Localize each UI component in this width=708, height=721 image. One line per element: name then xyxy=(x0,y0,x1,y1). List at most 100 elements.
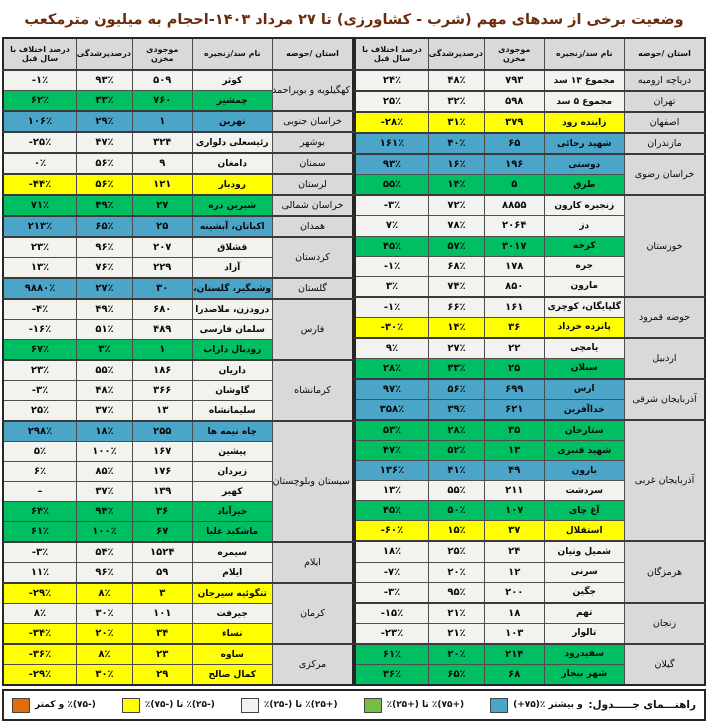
diff-percent-cell: -۳۰٪ xyxy=(354,316,429,339)
volume-cell: ۲۹ xyxy=(132,664,193,686)
volume-cell: ۱۳ xyxy=(484,440,545,462)
fill-percent-cell: ۳۷٪ xyxy=(76,400,133,422)
dam-row: کرخه ۳۰۱۷ ۵۷٪ ۴۵٪ xyxy=(354,235,705,257)
legend-swatch-icon xyxy=(490,697,509,713)
province-cell: دریاچه ارومیه xyxy=(624,68,706,92)
diff-percent-cell: -۳٪ xyxy=(2,380,77,401)
volume-cell: ۶۲۱ xyxy=(484,399,545,421)
fill-percent-cell: ۷۴٪ xyxy=(428,275,485,298)
dam-name-cell: مارون xyxy=(543,275,625,298)
fill-percent-cell: ۲۹٪ xyxy=(76,110,133,133)
diff-percent-cell: ۲۳٪ xyxy=(2,236,77,258)
volume-cell: ۱۰۳ xyxy=(484,622,545,645)
volume-cell: ۳۴ xyxy=(132,623,193,645)
volume-cell: ۳۷۹ xyxy=(484,111,545,134)
dam-name-cell: گاوشان xyxy=(191,380,273,401)
fill-percent-cell: ۹۴٪ xyxy=(76,501,133,522)
province-cell: حوضه قمرود xyxy=(624,295,706,339)
dam-name-cell: مجموع ۵ سد xyxy=(543,90,625,113)
legend-swatch-icon xyxy=(121,697,140,713)
volume-cell: ۴۹ xyxy=(484,460,545,482)
volume-cell: ۵ xyxy=(484,174,545,196)
dam-row: سیستان وبلوچستان چاه نیمه ها ۲۵۵ ۱۸٪ ۲۹۸٪ xyxy=(2,420,354,543)
dam-name-cell: جره xyxy=(543,255,625,277)
diff-percent-cell: -۱٪ xyxy=(2,69,77,91)
volume-cell: ۸۸۵۵ xyxy=(484,194,545,217)
diff-percent-cell: -۱٪ xyxy=(354,255,429,277)
diff-percent-cell: ۶٪ xyxy=(2,461,77,482)
dam-row: ایلام ۵۹ ۹۶٪ ۱۱٪ xyxy=(2,562,353,584)
fill-percent-cell: ۲۱٪ xyxy=(428,601,485,624)
diff-percent-cell: -۴۴٪ xyxy=(2,173,77,196)
diff-percent-cell: ۷۱٪ xyxy=(2,194,77,217)
dam-name-cell: آزاد xyxy=(191,257,273,279)
volume-cell: ۱۶۷ xyxy=(132,441,193,462)
fill-percent-cell: ۳۰٪ xyxy=(76,664,133,686)
diff-percent-cell: ۳٪ xyxy=(354,275,429,298)
dam-name-cell: زیردان xyxy=(191,461,273,482)
volume-cell: ۲۱۱ xyxy=(484,480,545,502)
fill-percent-cell: ۹۵٪ xyxy=(428,581,485,604)
volume-cell: ۶۸ xyxy=(484,663,545,686)
dam-row: استقلال ۳۷ ۱۵٪ -۶۰٪ xyxy=(354,520,705,542)
dam-name-cell: نساء xyxy=(191,623,273,645)
fill-percent-cell: ۶۶٪ xyxy=(428,295,485,318)
diff-percent-cell: ۲۱۳٪ xyxy=(2,215,77,238)
legend-title: راهنـــمای جـــــدول: xyxy=(588,699,696,711)
fill-percent-cell: ۷۲٪ xyxy=(428,194,485,217)
fill-percent-cell: ۲۸٪ xyxy=(428,419,485,442)
dam-row: خراسان جنوبی نهرین ۱ ۲۹٪ ۱۰۶٪ xyxy=(2,110,354,133)
fill-percent-cell: ۷۶٪ xyxy=(76,257,133,279)
fill-percent-cell: ۴۹٪ xyxy=(76,194,133,217)
dam-name-cell: ساوه xyxy=(191,643,273,665)
dam-row: گیلان سفیدرود ۲۱۴ ۲۰٪ ۶۱٪ xyxy=(354,642,706,686)
diff-percent-cell: ۶۴٪ xyxy=(2,501,77,522)
dam-row: سلمان فارسی ۴۸۹ ۵۱٪ -۱۶٪ xyxy=(2,319,353,340)
dam-row: کرمانشاه داریان ۱۸۶ ۵۵٪ ۲۳٪ xyxy=(2,359,354,422)
dam-row: جره ۱۷۸ ۶۸٪ -۱٪ xyxy=(354,255,705,277)
diff-percent-cell: ۶۱٪ xyxy=(354,642,429,665)
dam-name-cell: شمیل ونیان xyxy=(543,540,625,563)
fill-percent-cell: ۳۳٪ xyxy=(76,90,133,112)
province-cell: تهران xyxy=(624,90,706,113)
diff-percent-cell: ۳۶٪ xyxy=(354,663,429,686)
province-cell: آذربایجان غربی xyxy=(624,419,706,542)
volume-cell: ۲۴ xyxy=(484,540,545,563)
fill-percent-cell: ۳۷٪ xyxy=(76,481,133,502)
diff-percent-cell: ۲۵٪ xyxy=(2,400,77,422)
diff-percent-cell: ۹۳٪ xyxy=(354,153,429,176)
dam-name-cell: زاینده رود xyxy=(543,111,625,134)
diff-percent-cell: ۸٪ xyxy=(2,603,77,624)
dam-row: خوزستان زنجیره کارون ۸۸۵۵ ۷۲٪ -۳٪ xyxy=(354,194,706,298)
diff-percent-cell: ۵۵٪ xyxy=(354,174,429,196)
province-cell: فارس xyxy=(272,298,354,361)
volume-cell: ۲۲ xyxy=(484,336,545,359)
dam-name-cell: استقلال xyxy=(543,520,625,542)
fill-percent-cell: ۲۷٪ xyxy=(76,277,133,300)
fill-percent-cell: ۱۸٪ xyxy=(76,420,133,442)
diff-percent-cell: -۱۶٪ xyxy=(2,319,77,340)
dam-name-cell: کهیر xyxy=(191,481,273,502)
dam-name-cell: چاه نیمه ها xyxy=(191,420,273,442)
province-cell: اردبیل xyxy=(624,336,706,380)
dam-row: اردبیل یامچی ۲۲ ۲۷٪ ۹٪ xyxy=(354,336,706,380)
volume-cell: ۶۸۰ xyxy=(132,298,193,320)
diff-percent-cell: -۴٪ xyxy=(2,298,77,320)
fill-percent-cell: ۴۷٪ xyxy=(76,131,133,154)
dam-row: پیشین ۱۶۷ ۱۰۰٪ ۵٪ xyxy=(2,441,353,462)
dam-name-cell: مجموع ۱۳ سد xyxy=(543,68,625,92)
dam-name-cell: رودبال داراب xyxy=(191,339,273,361)
dam-row: دز ۲۰۶۴ ۷۸٪ ۷٪ xyxy=(354,215,705,237)
fill-percent-cell: ۸۵٪ xyxy=(76,461,133,482)
legend-label: (+۷۵)٪ و بیشتر xyxy=(513,700,583,710)
dams-table-right: استان /حوضه نام سد/زنجیره موجودی مخزن درصدپ… xyxy=(354,37,706,686)
diff-percent-cell: -۳٪ xyxy=(354,194,429,217)
volume-cell: ۱۲۱ xyxy=(132,173,193,196)
dam-row: حوضه قمرود گلپایگان، کوچری ۱۶۱ ۶۶٪ -۱٪ xyxy=(354,295,706,339)
header-row: استان /حوضه نام سد/زنجیره موجودی مخزن درصدپ… xyxy=(354,37,706,71)
fill-percent-cell: ۶۵٪ xyxy=(428,663,485,686)
diff-percent-cell: ۹٪ xyxy=(354,336,429,359)
dam-row: ایلام سیمره ۱۵۲۴ ۵۴٪ -۳٪ xyxy=(2,541,354,584)
fill-percent-cell: ۲۵٪ xyxy=(428,540,485,563)
volume-cell: ۳۶۶ xyxy=(132,380,193,401)
